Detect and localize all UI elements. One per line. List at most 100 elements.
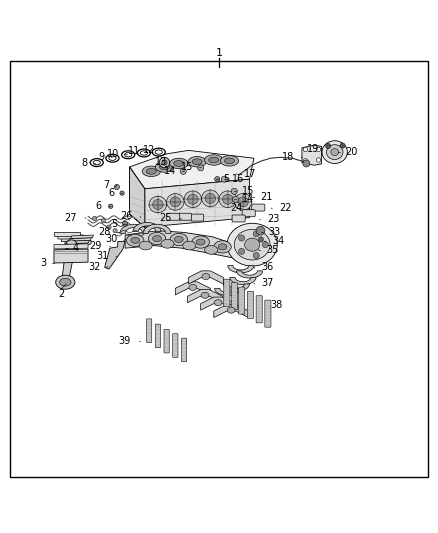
Circle shape xyxy=(303,159,307,163)
Ellipse shape xyxy=(244,238,260,251)
Ellipse shape xyxy=(127,234,144,246)
Text: 33: 33 xyxy=(269,228,281,237)
Ellipse shape xyxy=(238,197,248,207)
Text: 27: 27 xyxy=(64,213,77,223)
FancyBboxPatch shape xyxy=(242,210,255,217)
Text: 17: 17 xyxy=(244,169,257,179)
Ellipse shape xyxy=(184,191,201,207)
Polygon shape xyxy=(54,244,88,249)
Text: 14: 14 xyxy=(242,194,254,204)
FancyBboxPatch shape xyxy=(252,204,265,211)
Polygon shape xyxy=(67,240,89,244)
Text: 25: 25 xyxy=(159,214,172,223)
Polygon shape xyxy=(215,288,241,295)
Ellipse shape xyxy=(201,292,209,298)
Ellipse shape xyxy=(159,164,170,170)
Text: 30: 30 xyxy=(106,235,118,245)
Circle shape xyxy=(162,160,167,165)
Text: 10: 10 xyxy=(107,149,120,159)
Ellipse shape xyxy=(326,144,343,159)
Ellipse shape xyxy=(192,236,209,248)
Polygon shape xyxy=(69,238,92,241)
Ellipse shape xyxy=(183,241,196,250)
Polygon shape xyxy=(120,224,148,233)
FancyBboxPatch shape xyxy=(231,282,237,310)
Ellipse shape xyxy=(149,196,166,213)
FancyBboxPatch shape xyxy=(224,279,230,306)
Ellipse shape xyxy=(196,239,205,245)
Circle shape xyxy=(239,248,245,254)
Circle shape xyxy=(113,229,117,233)
Polygon shape xyxy=(214,304,249,318)
Text: 16: 16 xyxy=(232,174,244,184)
FancyBboxPatch shape xyxy=(61,238,88,241)
Ellipse shape xyxy=(187,195,198,204)
Text: 13: 13 xyxy=(155,157,167,167)
Ellipse shape xyxy=(152,236,161,241)
Text: 26: 26 xyxy=(120,211,133,221)
Polygon shape xyxy=(64,243,87,246)
Text: 15: 15 xyxy=(242,187,254,196)
Ellipse shape xyxy=(224,158,234,164)
Text: 35: 35 xyxy=(266,245,279,255)
Ellipse shape xyxy=(223,195,233,204)
Text: 14: 14 xyxy=(164,166,176,176)
Circle shape xyxy=(303,160,310,167)
Polygon shape xyxy=(230,277,256,285)
Ellipse shape xyxy=(148,232,166,245)
Polygon shape xyxy=(237,271,263,278)
FancyBboxPatch shape xyxy=(54,232,81,236)
Circle shape xyxy=(316,147,321,152)
Circle shape xyxy=(221,176,227,182)
Circle shape xyxy=(256,227,265,235)
FancyBboxPatch shape xyxy=(247,292,254,318)
Circle shape xyxy=(231,188,237,195)
Text: 7: 7 xyxy=(103,180,109,190)
Circle shape xyxy=(114,184,120,190)
Polygon shape xyxy=(62,244,77,280)
Ellipse shape xyxy=(146,168,156,174)
FancyBboxPatch shape xyxy=(232,215,245,222)
Ellipse shape xyxy=(174,160,184,166)
Text: 28: 28 xyxy=(99,228,111,237)
Text: 20: 20 xyxy=(346,147,358,157)
Circle shape xyxy=(120,191,124,195)
Text: 4: 4 xyxy=(73,243,79,253)
Ellipse shape xyxy=(155,161,173,172)
Polygon shape xyxy=(54,249,88,263)
Text: 29: 29 xyxy=(90,241,102,252)
Circle shape xyxy=(233,196,239,203)
Ellipse shape xyxy=(219,191,237,207)
Ellipse shape xyxy=(234,193,252,210)
Ellipse shape xyxy=(205,155,223,165)
Text: 1: 1 xyxy=(215,48,223,58)
Text: 39: 39 xyxy=(119,336,131,346)
Text: 5: 5 xyxy=(111,219,118,229)
Circle shape xyxy=(258,237,264,242)
Text: 19: 19 xyxy=(307,144,319,155)
Circle shape xyxy=(253,253,259,259)
Text: 18: 18 xyxy=(282,152,294,163)
Polygon shape xyxy=(105,241,125,269)
Text: 15: 15 xyxy=(181,162,194,172)
Ellipse shape xyxy=(67,240,76,246)
Text: 21: 21 xyxy=(260,192,272,201)
Ellipse shape xyxy=(170,158,188,169)
Polygon shape xyxy=(125,231,239,259)
Text: 34: 34 xyxy=(272,236,285,246)
Circle shape xyxy=(215,176,220,182)
Circle shape xyxy=(107,225,111,229)
FancyBboxPatch shape xyxy=(147,319,152,343)
FancyBboxPatch shape xyxy=(265,300,271,327)
Text: 22: 22 xyxy=(279,203,292,213)
Text: 12: 12 xyxy=(143,146,155,155)
Circle shape xyxy=(316,158,321,162)
Circle shape xyxy=(198,165,204,171)
Text: 8: 8 xyxy=(81,158,87,167)
Polygon shape xyxy=(143,224,171,233)
Circle shape xyxy=(180,168,186,174)
Circle shape xyxy=(253,231,259,237)
Polygon shape xyxy=(302,145,321,165)
FancyBboxPatch shape xyxy=(65,240,91,244)
Ellipse shape xyxy=(142,166,160,176)
